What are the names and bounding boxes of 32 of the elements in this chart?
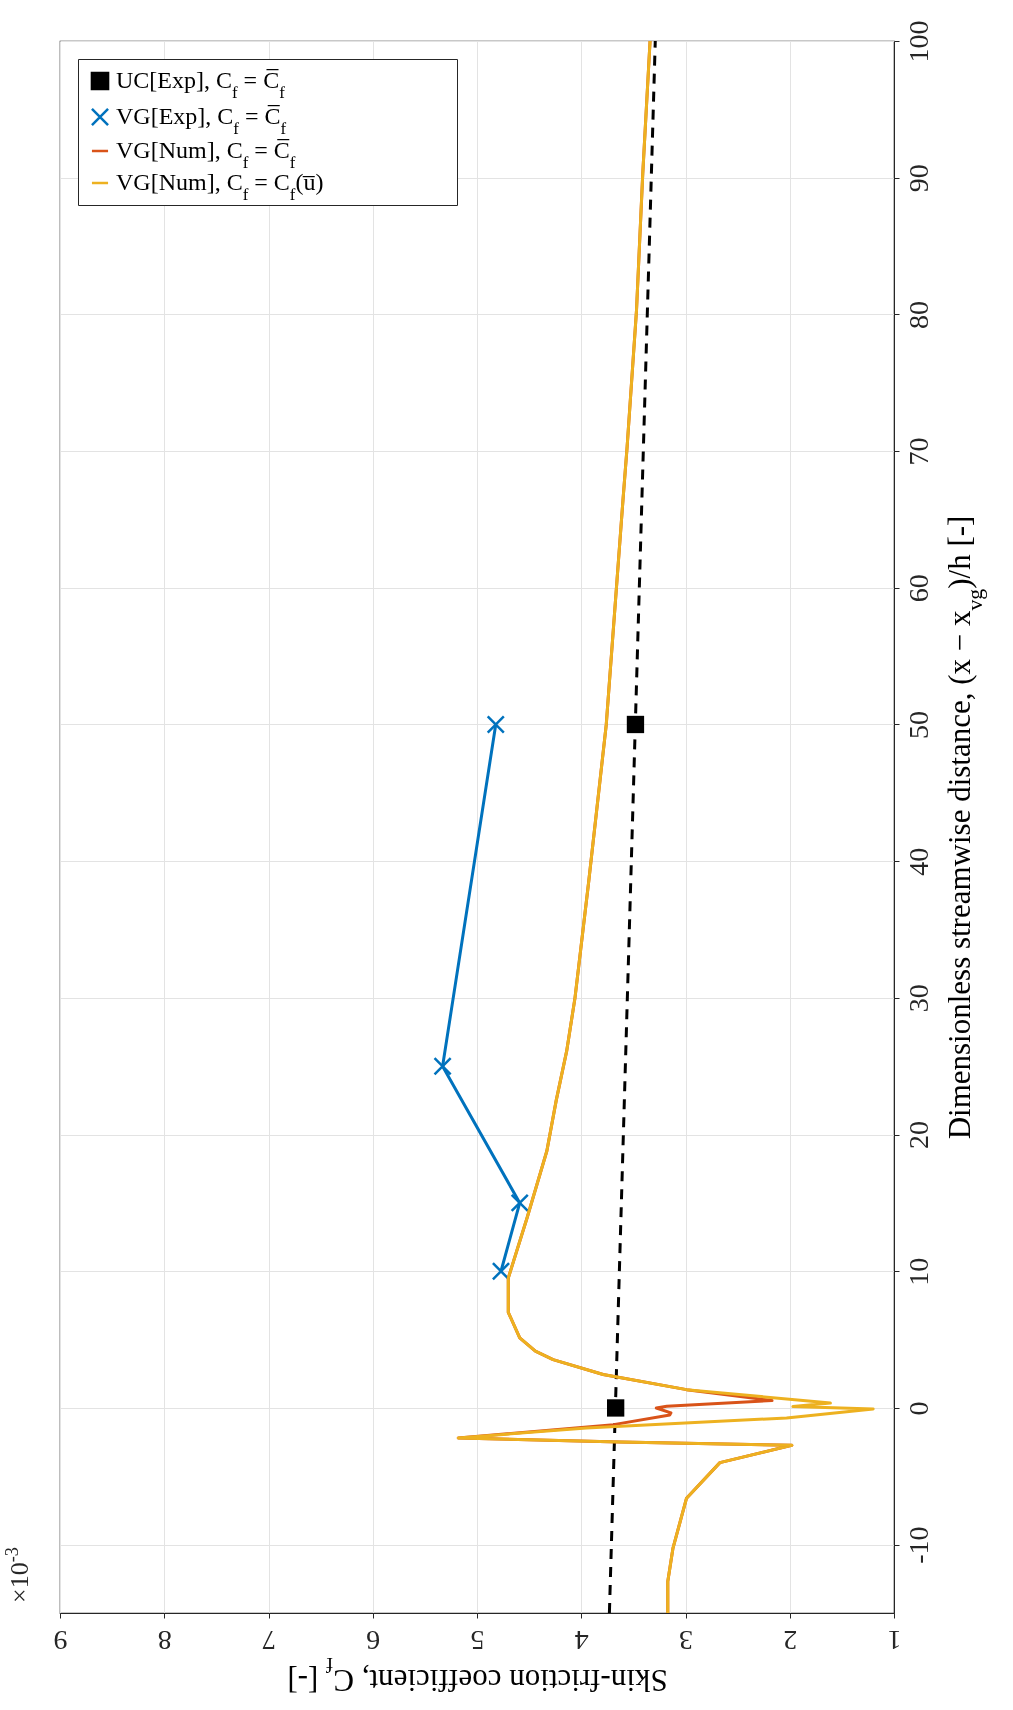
x-tick-label: 8 bbox=[157, 1624, 172, 1656]
y-tick-label: 90 bbox=[902, 164, 934, 193]
legend-label: VG[Num], C$_{f}$ = C̅$_{f}$ bbox=[116, 137, 296, 172]
y-tick-label: 60 bbox=[902, 574, 934, 603]
point bbox=[486, 715, 506, 734]
x-tick-label: 2 bbox=[783, 1624, 798, 1656]
y-tick-label: 100 bbox=[902, 20, 934, 63]
x-tick-label: 1 bbox=[887, 1624, 902, 1656]
point bbox=[510, 1193, 530, 1213]
y-tick-label: 0 bbox=[902, 1401, 934, 1416]
line-series bbox=[456, 39, 875, 1615]
y-tick-label: 40 bbox=[902, 847, 934, 876]
point bbox=[626, 715, 645, 734]
x-tick-label: 3 bbox=[679, 1624, 693, 1656]
x-tick-label: 9 bbox=[53, 1624, 68, 1656]
point bbox=[433, 1056, 452, 1076]
x-tick-label: 7 bbox=[262, 1624, 276, 1656]
legend-label: VG[Exp], C$_{f}$ = C̅$_{f}$ bbox=[116, 103, 287, 138]
legend-label: VG[Num], C$_{f}$ = C$_{f}$(u̅) bbox=[116, 169, 324, 204]
x-tick-label: 5 bbox=[470, 1624, 485, 1656]
y-tick-label: 30 bbox=[902, 984, 934, 1013]
x-tick-label: 4 bbox=[574, 1624, 589, 1656]
y-tick-label: 70 bbox=[902, 437, 934, 466]
y-tick-label: 10 bbox=[902, 1257, 934, 1286]
point bbox=[491, 1261, 511, 1281]
y-tick-label: 20 bbox=[902, 1121, 934, 1150]
y-tick-label: 80 bbox=[902, 300, 934, 329]
legend-label: UC[Exp], C$_{f}$ = C̅$_{f}$ bbox=[116, 67, 286, 102]
point bbox=[606, 1399, 625, 1417]
x-tick-label: 6 bbox=[366, 1624, 381, 1656]
y-tick-label: -10 bbox=[902, 1526, 934, 1564]
y-tick-label: 50 bbox=[902, 710, 934, 739]
